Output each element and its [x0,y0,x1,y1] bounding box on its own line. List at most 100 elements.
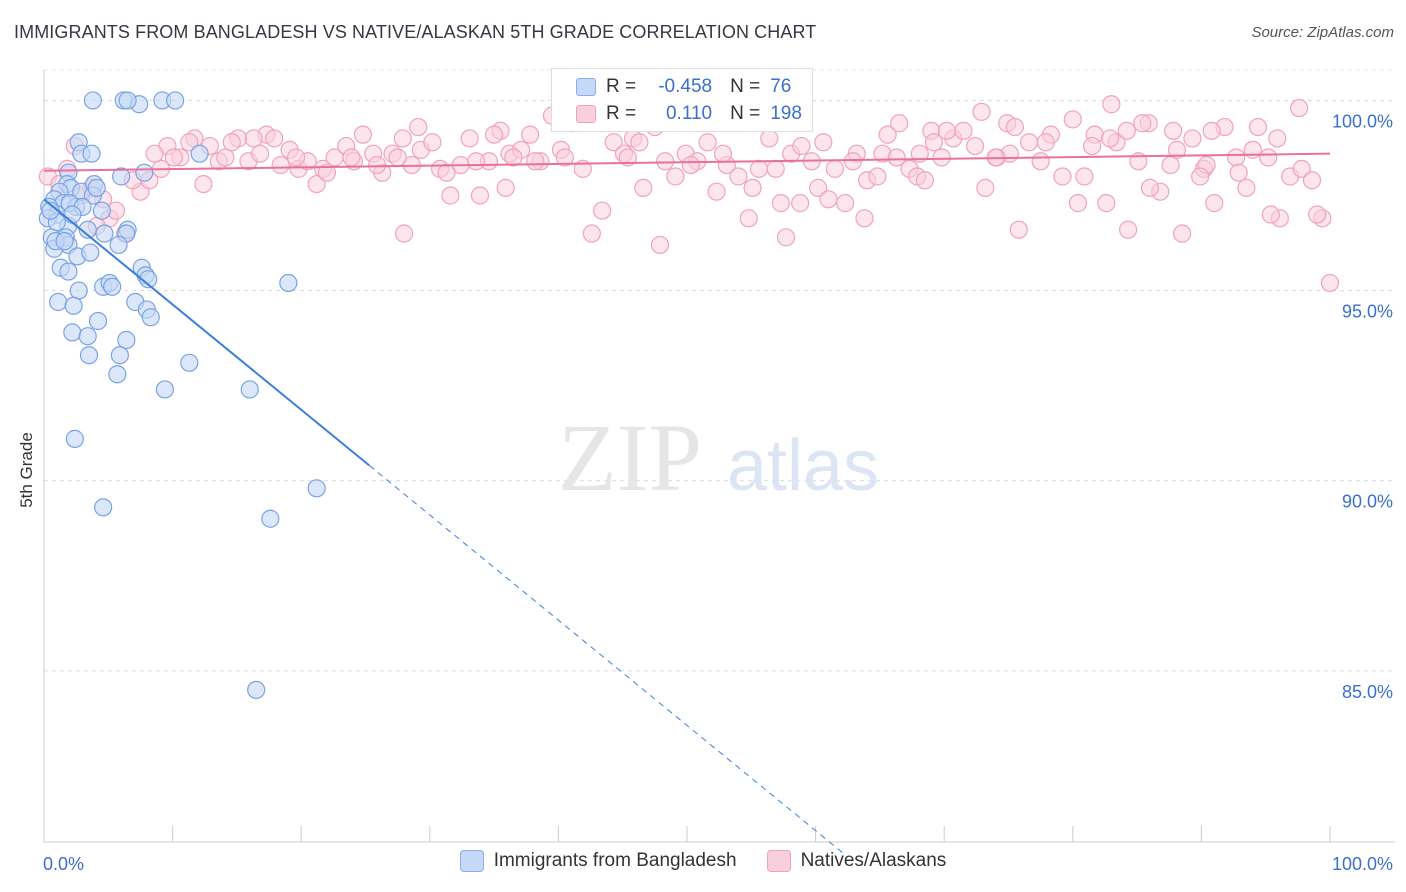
legend-label-pink: Natives/Alaskans [800,850,947,871]
n-label-blue: N = [730,76,761,97]
pink-point [244,129,263,148]
pink-point [924,133,944,152]
pink-point [317,163,337,182]
pink-point [1118,220,1138,239]
blue-point [65,429,84,448]
pink-point [470,186,490,205]
pink-point [887,148,906,167]
legend-label-blue: Immigrants from Bangladesh [493,850,737,871]
blue-point [118,91,137,110]
r-label-blue: R = [606,76,637,97]
pink-point [809,178,828,197]
pink-point [836,194,855,213]
blue-point [63,323,82,342]
stats-swatch-pink [576,105,596,123]
y-tick-label: 95.0% [1342,302,1393,322]
blue-point [261,509,280,528]
pink-point [1075,167,1094,186]
blue-point [64,296,83,315]
pink-point [194,174,213,194]
pink-point [394,224,414,243]
pink-point [353,125,373,144]
pink-point [766,159,785,178]
pink-point [460,129,479,148]
pink-point [526,152,545,171]
pink-point [265,129,284,148]
blue-point [240,380,259,399]
y-tick-labels: 85.0% 90.0% 95.0% 100.0% [1332,111,1393,701]
blue-trend-extension [369,465,846,856]
blue-point [81,243,100,262]
pink-point [1097,194,1116,213]
pink-point [1308,205,1327,224]
source-label: Source: ZipAtlas.com [1251,24,1394,41]
pink-point [965,136,985,156]
pink-point [271,155,290,175]
pink-point [910,144,929,163]
pink-point [1302,171,1322,190]
blue-point [139,270,158,289]
pink-point [760,129,779,148]
r-label-pink: R = [606,103,637,124]
pink-point [1005,117,1025,137]
legend-entry-pink[interactable]: Natives/Alaskans [766,850,947,872]
pink-point [656,152,675,171]
pink-point [485,125,504,144]
n-value-blue: 76 [770,76,792,97]
blue-series-points [38,91,326,699]
pink-point [1227,148,1246,167]
pink-point [954,121,973,140]
n-value-pink: 198 [770,103,802,124]
pink-point [771,194,790,213]
blue-point [108,365,127,384]
blue-point [141,308,160,327]
blue-point [79,346,99,365]
pink-point [630,133,649,152]
bottom-legend: Immigrants from Bangladesh Natives/Alask… [0,850,1406,872]
blue-point [135,163,154,182]
pink-point [164,148,183,167]
blue-point [83,91,102,110]
pink-point [972,102,991,121]
pink-point [814,133,833,152]
blue-point [63,205,82,224]
pink-point [1100,129,1120,148]
pink-point [1205,194,1224,213]
pink-point [1161,155,1180,175]
trend-lines [43,152,1331,856]
blue-point [95,224,114,243]
pink-point [307,174,326,194]
pink-point [441,186,460,205]
blue-point [82,144,101,163]
pink-point [582,224,601,243]
pink-point [1036,133,1055,152]
blue-point [103,277,122,296]
pink-point [1268,129,1287,148]
pink-point [216,148,235,167]
pink-point [776,228,796,247]
pink-point [1237,178,1256,197]
legend-entry-blue[interactable]: Immigrants from Bangladesh [459,850,737,872]
pink-point [1140,178,1160,197]
pink-point [393,129,412,148]
stats-legend: R = -0.458 N = 76 R = 0.110 N = 198 [551,68,813,132]
blue-point [112,167,131,186]
pink-point [1320,273,1340,293]
pink-point [388,148,407,167]
pink-point [729,167,748,186]
pink-point [423,133,442,152]
blue-point [69,281,88,300]
pink-point [222,133,241,152]
pink-point [650,235,670,255]
pink-point [1009,220,1028,239]
pink-point [496,178,515,197]
legend-swatch-pink [766,850,791,872]
blue-point [78,327,97,346]
pink-point [791,194,810,213]
pink-point [1082,136,1102,156]
pink-point [743,178,762,197]
pink-point [1053,167,1072,186]
pink-point [1102,95,1121,114]
y-tick-label: 90.0% [1342,492,1393,512]
pink-point [1068,194,1088,213]
